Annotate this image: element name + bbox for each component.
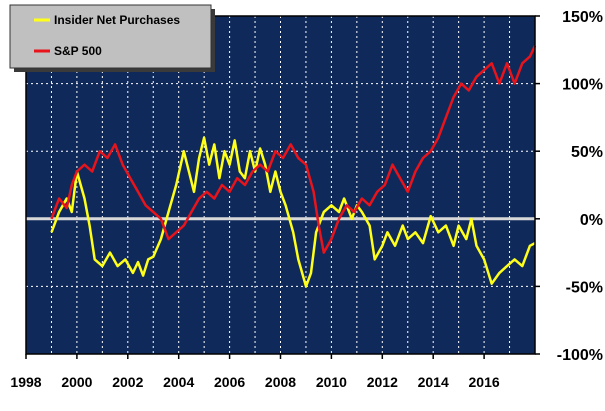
x-tick-label: 2014 [418,374,449,390]
series-layer [50,45,537,288]
x-tick-label: 2004 [163,374,194,390]
y-tick-label: -50% [566,279,603,296]
grid-lines [25,15,535,355]
legend-label-insider: Insider Net Purchases [54,13,180,27]
x-tick-label: 1998 [10,374,41,390]
y-tick-label: -100% [557,347,603,364]
legend-box [9,4,212,69]
x-tick-label: 2002 [112,374,143,390]
x-tick-label: 2008 [265,374,296,390]
legend-label-sp500: S&P 500 [54,44,102,58]
y-axis-ticks: 150% 100% 50% 0% -50% -100% [535,9,603,364]
series-line-sp500 [50,45,537,254]
y-tick-label: 150% [562,9,603,26]
y-tick-label: 50% [571,144,603,161]
x-tick-label: 2010 [316,374,347,390]
x-tick-label: 2006 [214,374,245,390]
x-axis-ticks: 1998 2000 2002 2004 2006 2008 2010 2012 2014 2016 [10,354,500,390]
x-tick-label: 2000 [61,374,92,390]
legend: Insider Net Purchases S&P 500 [9,4,215,72]
y-tick-label: 0% [580,212,603,229]
x-tick-label: 2012 [367,374,398,390]
y-tick-label: 100% [562,77,603,94]
x-tick-label: 2016 [469,374,500,390]
series-line-insider-net-purchases [50,136,536,288]
